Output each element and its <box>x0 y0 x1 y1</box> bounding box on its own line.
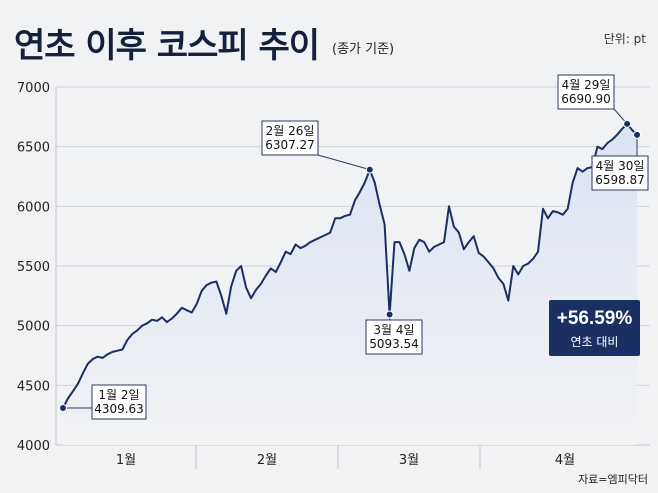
y-tick-label: 6500 <box>17 141 50 156</box>
annotation-date: 4월 30일 <box>596 159 645 173</box>
y-tick-label: 6000 <box>17 200 50 215</box>
y-tick-label: 4500 <box>17 379 50 394</box>
annotation-box <box>591 155 649 191</box>
annotation-date: 3월 4일 <box>373 323 414 337</box>
annotation-point <box>633 130 641 139</box>
y-tick-label: 5500 <box>17 260 50 275</box>
x-tick-label: 2월 <box>257 453 277 468</box>
change-value: +56.59% <box>556 308 633 329</box>
annotation-box <box>365 319 423 355</box>
annotation-value: 6598.87 <box>595 173 645 187</box>
unit-label: 단위: pt <box>603 32 646 46</box>
annotation-date: 4월 29일 <box>562 78 611 92</box>
annotation-point <box>365 165 374 174</box>
annotation-value: 4309.63 <box>94 402 144 416</box>
annotation-point <box>623 119 632 128</box>
y-tick-label: 5000 <box>17 320 50 335</box>
annotation-point <box>385 310 394 319</box>
annotation-box <box>261 120 319 156</box>
series-line <box>62 122 638 409</box>
change-label: 연초 대비 <box>570 335 619 349</box>
annotation-date: 2월 26일 <box>266 124 315 138</box>
area-fill <box>63 123 637 446</box>
annotation-point <box>59 404 67 413</box>
annotation-date: 1월 2일 <box>98 388 139 402</box>
y-tick-label: 7000 <box>17 81 50 96</box>
annotation-box <box>91 384 147 420</box>
chart-subtitle: (종가 기준) <box>332 42 395 57</box>
annotation-box <box>557 74 615 110</box>
x-tick-label: 4월 <box>555 453 575 468</box>
annotation-value: 5093.54 <box>369 337 419 351</box>
annotation-value: 6690.90 <box>561 92 611 106</box>
annotation-value: 6307.27 <box>265 138 315 152</box>
y-tick-label: 4000 <box>17 439 50 454</box>
change-badge: +56.59% 연초 대비 <box>549 300 640 356</box>
source-label: 자료=엠피닥터 <box>578 473 648 486</box>
x-tick-label: 1월 <box>116 453 136 468</box>
annotation-leader <box>317 154 370 171</box>
x-tick-label: 3월 <box>399 453 419 468</box>
chart-title: 연초 이후 코스피 추이 <box>14 26 320 66</box>
